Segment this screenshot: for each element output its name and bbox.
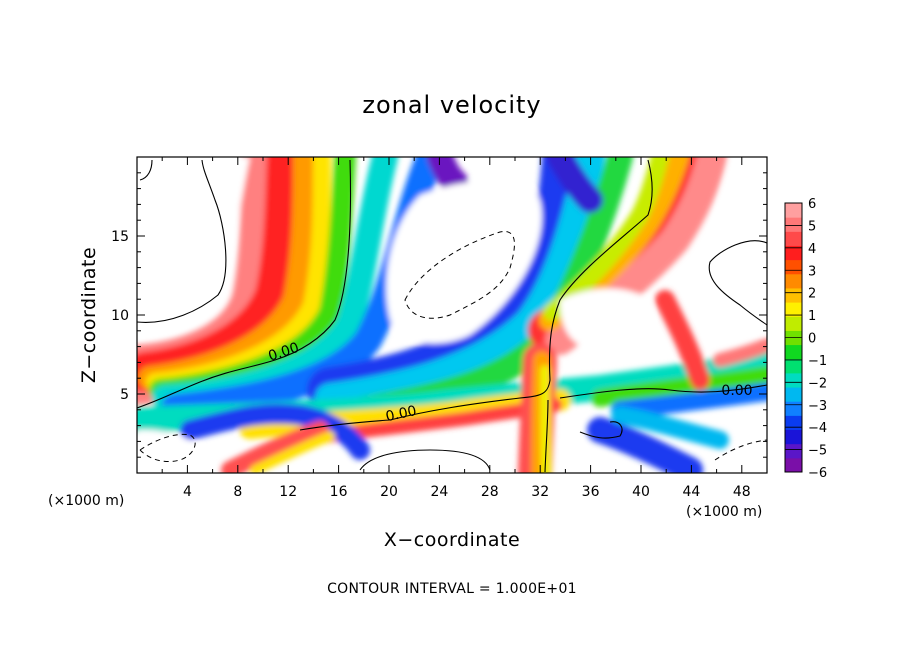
x-tick-label: 44 <box>682 484 700 500</box>
colorbar-swatch <box>785 245 802 261</box>
velocity-band <box>221 421 329 473</box>
colorbar-swatch <box>785 231 802 246</box>
colorbar-tick-label: 2 <box>808 287 816 302</box>
dashed-contours <box>139 231 767 463</box>
colorbar-tick-label: 0 <box>808 332 816 347</box>
colorbar-tick-label: −5 <box>808 444 827 459</box>
x-tick-label: 16 <box>330 484 348 500</box>
x-tick-label: 28 <box>481 484 499 500</box>
velocity-band <box>250 431 335 473</box>
chart-title: zonal velocity <box>362 91 541 119</box>
zero-contour-main <box>137 159 352 409</box>
zero-contour-low <box>299 159 653 431</box>
colorbar-swatch <box>785 387 802 402</box>
contour-bottom <box>359 449 491 471</box>
velocity-band <box>655 290 710 390</box>
x-tick-label: 4 <box>183 484 192 500</box>
colorbar-swatch <box>785 273 802 289</box>
colorbar-swatch <box>785 401 802 416</box>
x-unit-left: (×1000 m) <box>48 493 124 509</box>
colorbar-tick-label: −6 <box>808 466 827 481</box>
x-tick-label: 36 <box>582 484 600 500</box>
x-axis-label: X−coordinate <box>384 529 520 551</box>
contour-lower-mid <box>579 421 623 439</box>
calm-region <box>560 288 653 351</box>
y-tick-label: 10 <box>111 308 129 324</box>
colorbar-swatch <box>785 217 802 232</box>
colorbar-swatch <box>785 429 802 445</box>
colorbar-swatch <box>785 259 802 275</box>
velocity-band <box>543 157 669 321</box>
calm-region <box>137 157 250 335</box>
calm-region <box>137 429 211 473</box>
colorbar-swatch <box>785 203 802 218</box>
colorbar-tick-label: −4 <box>808 421 827 436</box>
contour-top-left <box>139 159 153 181</box>
colorbar-tick-label: 4 <box>808 242 816 257</box>
y-tick-label: 5 <box>120 387 129 403</box>
velocity-band <box>611 406 729 449</box>
colorbar-tick-label: −3 <box>808 399 827 414</box>
calm-region <box>386 180 542 344</box>
zero-contour-vertical <box>544 399 549 473</box>
contour-label-middle: 0.00 <box>384 403 418 425</box>
velocity-band <box>587 417 703 473</box>
contour-right-upper <box>708 240 767 326</box>
colorbar-swatch <box>785 443 802 459</box>
x-tick-label: 40 <box>632 484 650 500</box>
velocity-band <box>547 157 603 213</box>
x-tick-label: 32 <box>531 484 549 500</box>
velocity-band <box>611 383 767 419</box>
x-unit-right: (×1000 m) <box>686 504 762 520</box>
x-tick-label: 8 <box>233 484 242 500</box>
y-axis-label: Z−coordinate <box>78 247 100 383</box>
velocity-field <box>137 157 767 473</box>
contour-label-right: 0.00 <box>721 383 752 399</box>
y-axis: 5 10 15 <box>111 172 767 458</box>
colorbar-swatch <box>785 457 802 473</box>
colorbar-tick-label: 3 <box>808 264 816 279</box>
x-tick-label: 48 <box>733 484 751 500</box>
x-axis: 4 8 12 16 20 24 28 32 36 40 44 48 <box>161 157 751 500</box>
contour-lines <box>137 159 767 473</box>
negative-contour-lower-left <box>139 433 196 463</box>
x-tick-label: 12 <box>279 484 297 500</box>
colorbar-tick-label: −2 <box>808 376 827 391</box>
velocity-band <box>180 403 370 460</box>
colorbar-tick-label: 5 <box>808 219 816 234</box>
colorbar-tick-label: 6 <box>808 197 816 212</box>
negative-contour-lower-right <box>714 439 767 461</box>
velocity-band <box>427 157 468 195</box>
colorbar-swatch <box>785 358 802 374</box>
colorbar-swatch <box>785 302 802 317</box>
colorbar-swatch <box>785 287 802 303</box>
negative-contour-center <box>404 231 515 319</box>
x-tick-label: 24 <box>430 484 448 500</box>
y-tick-label: 15 <box>111 229 129 245</box>
colorbar: 6 5 4 3 2 1 0 −1 −2 −3 −4 −5 −6 <box>784 197 827 481</box>
colorbar-swatch <box>785 415 802 431</box>
colorbar-swatch <box>785 344 802 360</box>
calm-region <box>705 157 767 335</box>
contour-upper-left <box>137 159 227 323</box>
velocity-band <box>591 366 767 407</box>
colorbar-tick-label: −1 <box>808 354 827 369</box>
contour-interval-note: CONTOUR INTERVAL = 1.000E+01 <box>327 581 577 597</box>
colorbar-swatch <box>785 372 802 388</box>
colorbar-tick-label: 1 <box>808 309 816 324</box>
colorbar-swatch <box>785 316 802 331</box>
zero-contour-right <box>559 384 767 399</box>
x-tick-label: 20 <box>380 484 398 500</box>
